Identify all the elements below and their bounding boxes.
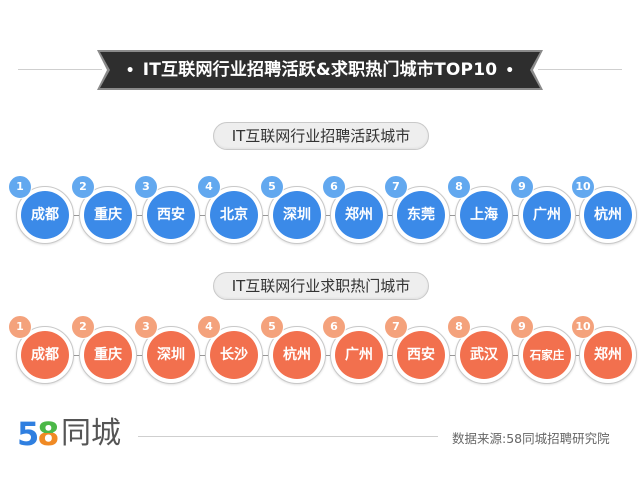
row-connector (45, 355, 607, 356)
ribbon-shape-icon (97, 50, 543, 90)
city-node: 深圳 5 (260, 175, 326, 244)
rank-badge: 8 (447, 175, 471, 199)
city-name: 石家庄 (523, 331, 571, 379)
city-name: 长沙 (210, 331, 258, 379)
city-node: 北京 4 (197, 175, 263, 244)
city-node: 长沙 4 (197, 315, 263, 384)
city-name: 重庆 (84, 191, 132, 239)
city-node: 西安 7 (384, 315, 450, 384)
city-node: 石家庄 9 (510, 315, 576, 384)
footer-divider (138, 436, 438, 437)
city-node: 郑州 10 (571, 315, 637, 384)
rank-badge: 6 (322, 315, 346, 339)
city-node: 西安 3 (134, 175, 200, 244)
rank-badge: 4 (197, 315, 221, 339)
bullet-icon: • (125, 63, 135, 79)
city-name: 郑州 (335, 191, 383, 239)
city-name: 西安 (397, 331, 445, 379)
city-node: 广州 9 (510, 175, 576, 244)
city-node: 深圳 3 (134, 315, 200, 384)
bullet-icon: • (505, 63, 515, 79)
city-name: 杭州 (273, 331, 321, 379)
section-title-popular-jobseeking: IT互联网行业求职热门城市 (213, 272, 429, 300)
city-name: 东莞 (397, 191, 445, 239)
row-connector (45, 215, 607, 216)
rank-badge: 8 (447, 315, 471, 339)
rank-badge: 3 (134, 315, 158, 339)
city-name: 广州 (335, 331, 383, 379)
city-node: 上海 8 (447, 175, 513, 244)
banner-title: • IT互联网行业招聘活跃&求职热门城市TOP10 • (125, 60, 515, 80)
city-node: 重庆 2 (71, 175, 137, 244)
city-name: 西安 (147, 191, 195, 239)
rank-badge: 4 (197, 175, 221, 199)
city-name: 杭州 (584, 191, 632, 239)
banner-line-left (18, 69, 102, 70)
section-title-active-hiring: IT互联网行业招聘活跃城市 (213, 122, 429, 150)
city-name: 上海 (460, 191, 508, 239)
city-name: 武汉 (460, 331, 508, 379)
rank-badge: 10 (571, 175, 595, 199)
rank-badge: 6 (322, 175, 346, 199)
city-name: 广州 (523, 191, 571, 239)
rank-badge: 2 (71, 315, 95, 339)
city-node: 武汉 8 (447, 315, 513, 384)
city-node: 杭州 10 (571, 175, 637, 244)
city-name: 北京 (210, 191, 258, 239)
rank-badge: 9 (510, 175, 534, 199)
city-name: 深圳 (147, 331, 195, 379)
popular-jobseeking-city-row: 成都 1 重庆 2 深圳 3 长沙 4 杭州 5 广州 6 西安 7 武汉 8 石家庄 9 郑州 1… (0, 315, 640, 406)
rank-badge: 1 (8, 315, 32, 339)
city-node: 重庆 2 (71, 315, 137, 384)
city-name: 深圳 (273, 191, 321, 239)
city-node: 东莞 7 (384, 175, 450, 244)
title-banner: • IT互联网行业招聘活跃&求职热门城市TOP10 • (97, 50, 543, 90)
rank-badge: 9 (510, 315, 534, 339)
logo-58-mark: 58 (17, 415, 60, 453)
rank-badge: 7 (384, 315, 408, 339)
banner-line-right (538, 69, 622, 70)
data-source: 数据来源:58同城招聘研究院 (452, 431, 610, 446)
rank-badge: 5 (260, 175, 284, 199)
logo-text: 同城 (61, 416, 121, 451)
city-node: 成都 1 (8, 175, 74, 244)
city-node: 广州 6 (322, 315, 388, 384)
city-name: 成都 (21, 191, 69, 239)
active-hiring-city-row: 成都 1 重庆 2 西安 3 北京 4 深圳 5 郑州 6 东莞 7 上海 8 广州 9 杭州 10 (0, 175, 640, 266)
city-node: 成都 1 (8, 315, 74, 384)
rank-badge: 1 (8, 175, 32, 199)
rank-badge: 3 (134, 175, 158, 199)
rank-badge: 10 (571, 315, 595, 339)
rank-badge: 5 (260, 315, 284, 339)
city-node: 郑州 6 (322, 175, 388, 244)
city-name: 郑州 (584, 331, 632, 379)
rank-badge: 7 (384, 175, 408, 199)
city-node: 杭州 5 (260, 315, 326, 384)
city-name: 成都 (21, 331, 69, 379)
rank-badge: 2 (71, 175, 95, 199)
city-name: 重庆 (84, 331, 132, 379)
